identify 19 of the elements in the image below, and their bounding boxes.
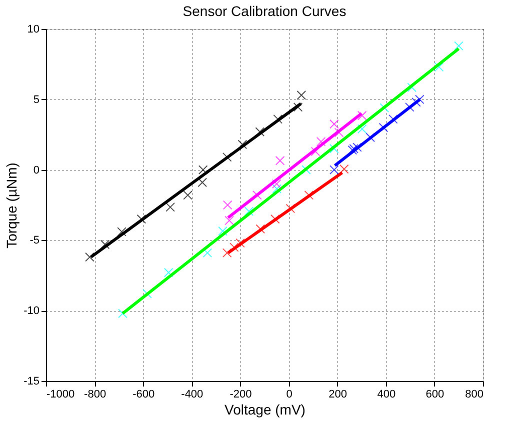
y-tick-label: -15 xyxy=(24,376,40,388)
x-tick-label: -800 xyxy=(84,388,106,400)
x-tick-label: 400 xyxy=(377,388,396,400)
y-tick-label: 10 xyxy=(27,24,40,36)
x-tick-label: 800 xyxy=(465,388,484,400)
x-tick-label: -200 xyxy=(230,388,252,400)
y-tick-label: 5 xyxy=(33,94,40,106)
x-axis-title: Voltage (mV) xyxy=(224,402,306,418)
x-tick-label: 600 xyxy=(426,388,444,400)
y-tick-label: -10 xyxy=(24,305,40,318)
x-tick-label: -600 xyxy=(132,388,155,400)
x-tick-label: -1000 xyxy=(46,388,75,400)
x-tick-label: -400 xyxy=(181,388,204,400)
y-axis-title: Torque (µNm) xyxy=(4,162,20,248)
x-tick-label: 0 xyxy=(286,388,292,400)
y-tick-label: -5 xyxy=(30,234,40,247)
chart-title: Sensor Calibration Curves xyxy=(182,3,346,19)
y-tick-label: 0 xyxy=(33,164,40,176)
x-tick-label: 200 xyxy=(328,388,348,400)
